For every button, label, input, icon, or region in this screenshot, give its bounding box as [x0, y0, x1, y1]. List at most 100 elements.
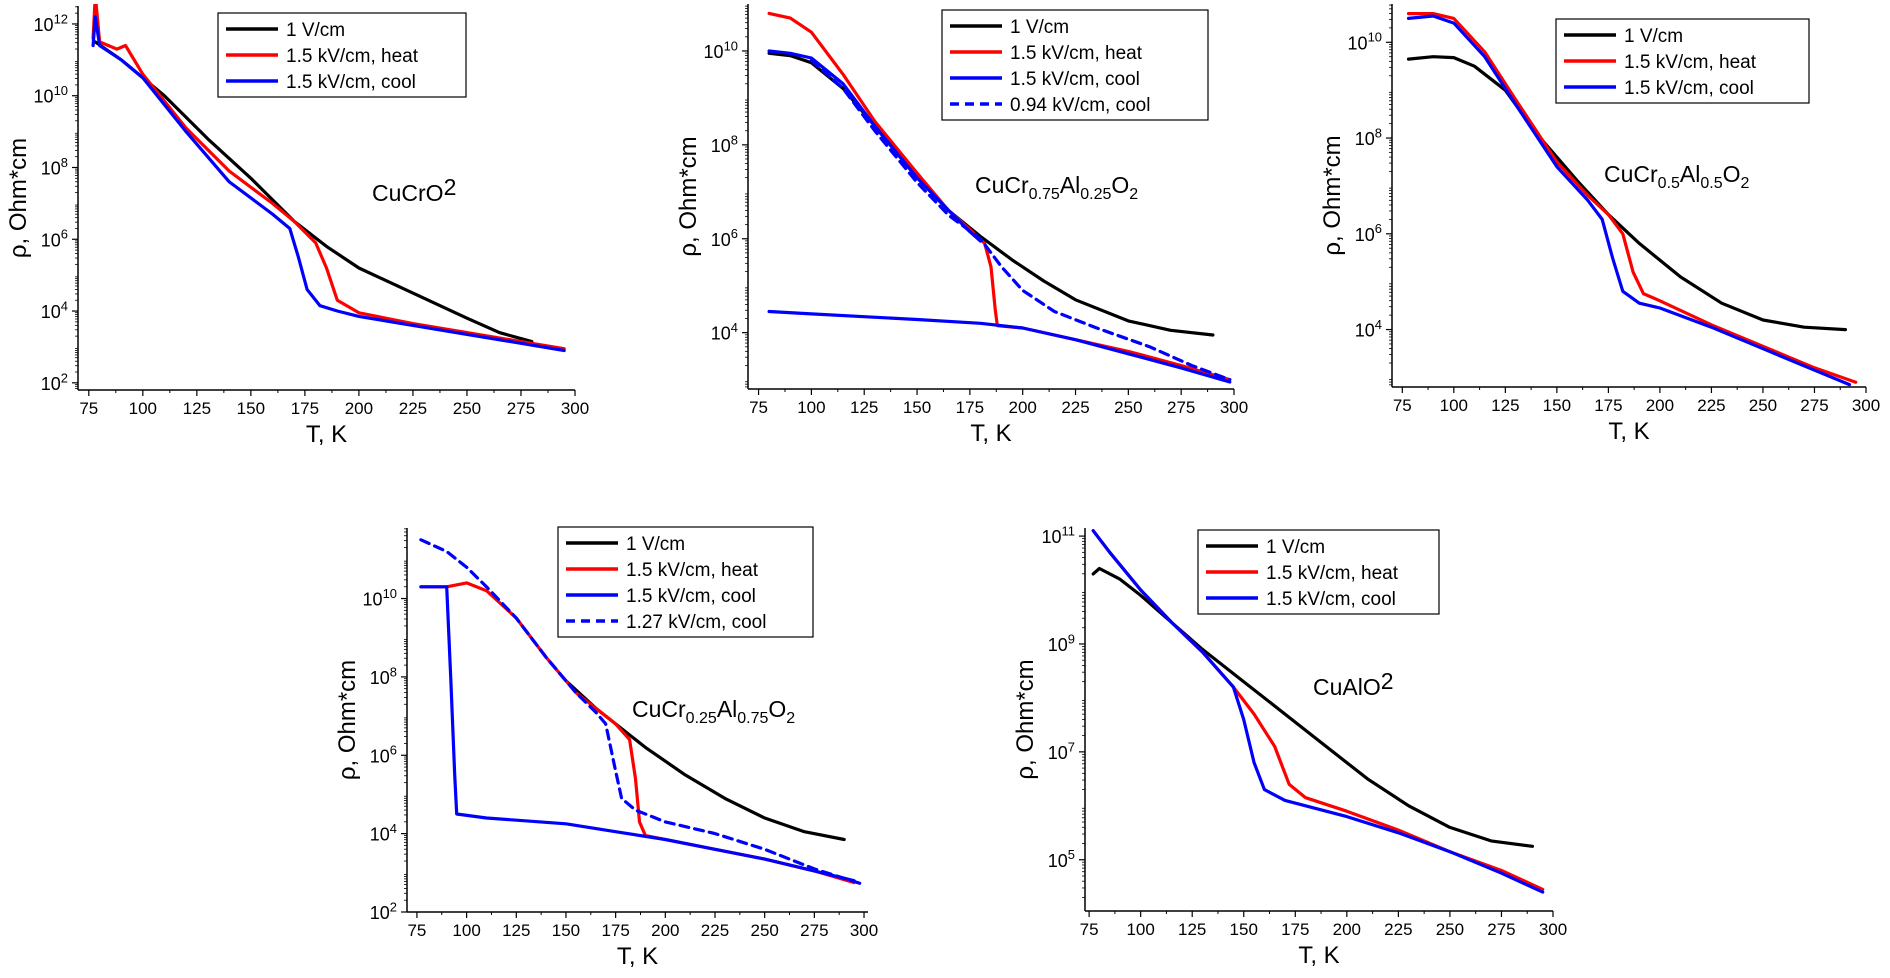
series-line-3	[91, 15, 566, 353]
series-line-3	[1406, 14, 1852, 387]
legend-label: 0.94 kV/cm, cool	[1010, 95, 1150, 116]
x-tick-label: 275	[800, 921, 828, 940]
y-axis-label: ρ, Ohm*cm	[1012, 659, 1039, 779]
y-tick-label: 1010	[704, 38, 738, 62]
legend-label: 1.5 kV/cm, heat	[1266, 563, 1399, 584]
x-axis-label: T, K	[970, 420, 1011, 447]
y-tick-label: 106	[711, 226, 738, 250]
series-line-2	[1406, 12, 1858, 384]
y-tick-label: 104	[370, 821, 397, 845]
x-tick-label: 225	[1697, 396, 1725, 415]
y-tick-label: 1011	[1042, 524, 1075, 548]
series-lines	[1406, 12, 1858, 387]
x-tick-label: 125	[1178, 920, 1206, 939]
x-tick-label: 200	[345, 399, 373, 418]
legend-label: 1.5 kV/cm, cool	[1266, 589, 1396, 610]
x-tick-label: 300	[1539, 920, 1567, 939]
y-tick-label: 108	[711, 132, 738, 156]
legend-label: 1.5 kV/cm, cool	[626, 586, 756, 607]
series-lines	[1091, 529, 1545, 894]
x-tick-label: 175	[956, 398, 984, 417]
x-tick-label: 150	[237, 399, 265, 418]
y-tick-label: 106	[1355, 221, 1382, 245]
x-tick-label: 175	[601, 921, 629, 940]
y-tick-label: 104	[41, 298, 68, 322]
chart-panel-4: 75 100 125 150 175 200 225 250 275 300 102 104 106 10…	[334, 526, 878, 970]
series-lines	[91, 4, 566, 353]
x-axis-label: T, K	[1298, 942, 1339, 969]
x-axis-label: T, K	[1608, 418, 1649, 445]
y-tick-label: 106	[41, 227, 68, 251]
y-tick-label: 1010	[1348, 30, 1382, 54]
chart-panel-1: 75 100 125 150 175 200 225 250 275 300 102 104 106 10…	[5, 4, 589, 448]
x-tick-label: 250	[750, 921, 778, 940]
legend-label: 1.5 kV/cm, heat	[1624, 52, 1757, 73]
x-tick-label: 100	[452, 921, 480, 940]
x-tick-label: 175	[1594, 396, 1622, 415]
y-tick-label: 107	[1048, 739, 1075, 763]
x-tick-label: 200	[1646, 396, 1674, 415]
x-tick-label: 275	[1800, 396, 1828, 415]
legend-label: 1.5 kV/cm, cool	[286, 72, 416, 93]
legend-label: 1 V/cm	[626, 534, 685, 555]
x-tick-label: 75	[749, 398, 768, 417]
legend-box	[941, 9, 1209, 121]
x-tick-label: 75	[1080, 920, 1099, 939]
x-tick-label: 200	[1333, 920, 1361, 939]
x-tick-label: 250	[453, 399, 481, 418]
series-line-4	[419, 538, 866, 887]
x-tick-label: 225	[1384, 920, 1412, 939]
series-line-1	[564, 679, 846, 842]
legend-label: 1.5 kV/cm, heat	[286, 46, 419, 67]
x-tick-label: 300	[1852, 396, 1880, 415]
y-axis-label: ρ, Ohm*cm	[334, 660, 361, 780]
legend-label: 1 V/cm	[286, 20, 345, 41]
x-tick-label: 225	[399, 399, 427, 418]
x-tick-label: 75	[407, 921, 426, 940]
x-tick-label: 250	[1114, 398, 1142, 417]
x-tick-label: 100	[797, 398, 825, 417]
y-tick-label: 102	[370, 899, 397, 923]
x-tick-label: 150	[1543, 396, 1571, 415]
x-tick-label: 250	[1749, 396, 1777, 415]
chart-panel-2: 75 100 125 150 175 200 225 250 275 300 104 106 108 10…	[675, 4, 1248, 447]
series-line-1	[1406, 55, 1847, 332]
y-axis-label: ρ, Ohm*cm	[5, 138, 32, 258]
y-tick-label: 105	[1048, 847, 1075, 871]
compound-label: CuCr0.25Al0.75O2	[632, 696, 795, 727]
compound-label: CuCr0.75Al0.25O2	[975, 172, 1138, 203]
x-tick-label: 275	[1167, 398, 1195, 417]
legend: 1 V/cm 1.5 kV/cm, heat 1.5 kV/cm, cool	[1555, 18, 1810, 104]
x-tick-label: 125	[1491, 396, 1519, 415]
y-axis-label: ρ, Ohm*cm	[675, 136, 702, 256]
x-tick-label: 300	[850, 921, 878, 940]
x-tick-label: 100	[1126, 920, 1154, 939]
x-tick-label: 150	[1230, 920, 1258, 939]
x-tick-label: 200	[1009, 398, 1037, 417]
x-tick-label: 175	[291, 399, 319, 418]
x-tick-label: 275	[1487, 920, 1515, 939]
legend: 1 V/cm 1.5 kV/cm, heat 1.5 kV/cm, cool	[1197, 529, 1440, 615]
y-tick-label: 108	[370, 664, 397, 688]
y-tick-label: 104	[1355, 317, 1382, 341]
compound-label: CuCr0.5Al0.5O2	[1604, 161, 1750, 192]
series-line-4	[809, 58, 1232, 382]
x-tick-label: 125	[502, 921, 530, 940]
series-line-3	[1091, 529, 1545, 894]
legend: 1 V/cm 1.5 kV/cm, heat 1.5 kV/cm, cool 0.94…	[941, 9, 1209, 121]
x-tick-label: 200	[651, 921, 679, 940]
x-tick-label: 125	[850, 398, 878, 417]
legend: 1 V/cm 1.5 kV/cm, heat 1.5 kV/cm, cool	[217, 12, 467, 98]
x-tick-label: 150	[903, 398, 931, 417]
chart-panel-3: 75 100 125 150 175 200 225 250 275 300 104 106 108 10…	[1319, 4, 1880, 445]
y-tick-label: 109	[1048, 631, 1075, 655]
compound-label: CuCrO2	[372, 174, 456, 206]
x-tick-label: 100	[129, 399, 157, 418]
y-tick-label: 108	[41, 155, 68, 179]
chart-panel-5: 75 100 125 150 175 200 225 250 275 300 105 107 109 10…	[1012, 524, 1567, 969]
y-axis-label: ρ, Ohm*cm	[1319, 135, 1346, 255]
x-tick-label: 225	[1061, 398, 1089, 417]
series-lines	[419, 538, 866, 887]
legend-label: 1 V/cm	[1010, 17, 1069, 38]
